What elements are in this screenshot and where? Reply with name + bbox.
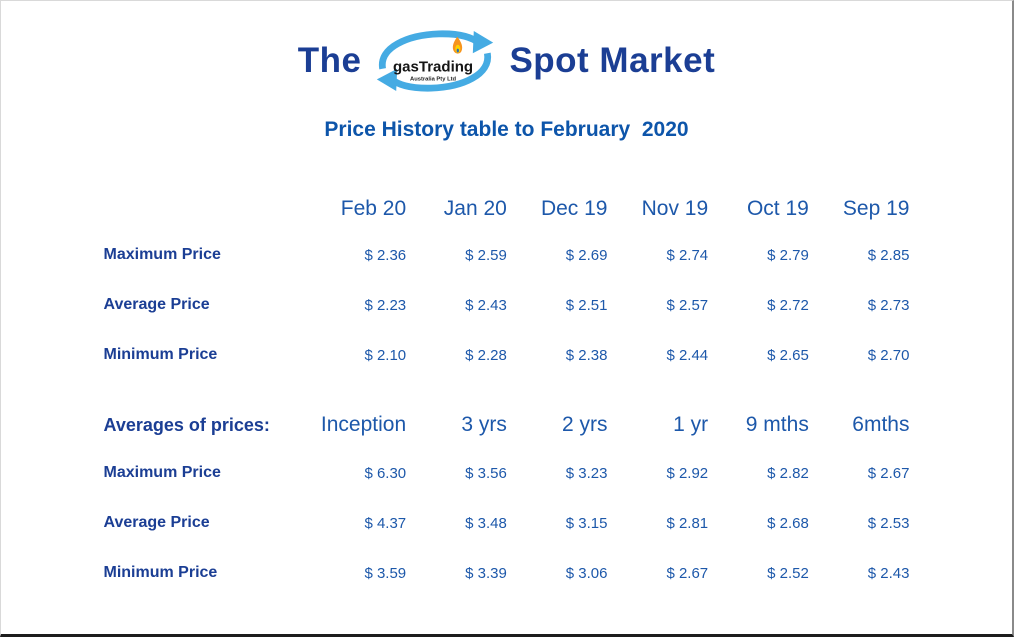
table-row-average-price: Average Price $ 2.23 $ 2.43 $ 2.51 $ 2.5…: [104, 280, 910, 330]
price-cell: $ 2.36: [364, 246, 407, 264]
monthly-price-table: Feb 20 Jan 20 Dec 19 Nov 19 Oct 19 Sep 1…: [104, 188, 910, 380]
price-cell: $ 2.51: [565, 296, 608, 314]
price-cell: $ 3.56: [465, 464, 507, 482]
price-cell: $ 2.69: [565, 246, 608, 264]
price-cell: $ 2.81: [666, 514, 709, 532]
row-label-average-price: Average Price: [103, 514, 210, 531]
row-label-minimum-price: Minimum Price: [103, 564, 218, 581]
price-cell: $ 2.10: [364, 346, 407, 364]
price-cell: $ 2.23: [364, 296, 407, 314]
monthly-header-row: Feb 20 Jan 20 Dec 19 Nov 19 Oct 19 Sep 1…: [104, 188, 910, 230]
price-cell: $ 2.73: [867, 296, 910, 314]
price-cell: $ 2.70: [867, 346, 910, 364]
price-cell: $ 4.37: [364, 514, 407, 532]
logo-text: gasTrading: [393, 59, 473, 76]
price-cell: $ 2.59: [465, 246, 507, 264]
column-header-6mths: 6mths: [852, 413, 910, 436]
column-header-nov19: Nov 19: [641, 197, 709, 220]
price-cell: $ 2.92: [666, 464, 709, 482]
price-cell: $ 2.67: [867, 464, 910, 482]
gastrading-logo: gasTrading Australia Pty Ltd: [377, 30, 494, 92]
price-cell: $ 2.68: [767, 514, 809, 532]
price-cell: $ 3.59: [364, 564, 407, 582]
column-header-sep19: Sep 19: [842, 197, 910, 220]
price-cell: $ 2.82: [767, 464, 809, 482]
column-header-9mths: 9 mths: [745, 413, 809, 436]
price-cell: $ 2.65: [767, 346, 809, 364]
table-row-maximum-price: Maximum Price $ 2.36 $ 2.59 $ 2.69 $ 2.7…: [104, 230, 910, 280]
brand-title-prefix: The: [297, 41, 362, 80]
price-cell: $ 2.52: [767, 564, 809, 582]
price-cell: $ 6.30: [364, 464, 407, 482]
row-label-maximum-price: Maximum Price: [103, 246, 221, 263]
price-tables: Feb 20 Jan 20 Dec 19 Nov 19 Oct 19 Sep 1…: [104, 188, 910, 598]
flame-icon: [453, 36, 463, 54]
price-cell: $ 2.57: [666, 296, 709, 314]
table-row-minimum-price: Minimum Price $ 3.59 $ 3.39 $ 3.06 $ 2.6…: [104, 548, 910, 598]
price-cell: $ 2.79: [767, 246, 809, 264]
logo-swirl-icon: [377, 30, 494, 92]
price-cell: $ 2.72: [767, 296, 809, 314]
table-row-minimum-price: Minimum Price $ 2.10 $ 2.28 $ 2.38 $ 2.4…: [104, 330, 910, 380]
brand-title-suffix: Spot Market: [509, 41, 716, 80]
column-header-feb20: Feb 20: [340, 197, 407, 220]
column-header-jan20: Jan 20: [443, 197, 507, 220]
logo-subtext: Australia Pty Ltd: [410, 76, 457, 82]
column-header-inception: Inception: [320, 413, 407, 436]
table-row-maximum-price: Maximum Price $ 6.30 $ 3.56 $ 3.23 $ 2.9…: [104, 448, 910, 498]
price-cell: $ 2.67: [666, 564, 709, 582]
column-header-oct19: Oct 19: [746, 197, 809, 220]
price-cell: $ 3.39: [465, 564, 507, 582]
brand-header: The gasTrading Australia Pty Ltd Spot Ma…: [1, 1, 1012, 94]
column-header-1yr: 1 yr: [673, 413, 709, 436]
averages-of-prices-label: Averages of prices:: [103, 414, 270, 435]
table-row-average-price: Average Price $ 4.37 $ 3.48 $ 3.15 $ 2.8…: [104, 498, 910, 548]
row-label-average-price: Average Price: [103, 296, 210, 313]
price-cell: $ 2.74: [666, 246, 709, 264]
price-cell: $ 2.43: [867, 564, 910, 582]
price-cell: $ 2.44: [666, 346, 709, 364]
price-cell: $ 3.06: [565, 564, 608, 582]
row-label-minimum-price: Minimum Price: [103, 346, 218, 363]
price-cell: $ 3.48: [465, 514, 507, 532]
column-header-dec19: Dec 19: [540, 197, 608, 220]
price-cell: $ 2.85: [867, 246, 910, 264]
price-cell: $ 2.28: [465, 346, 507, 364]
price-cell: $ 2.38: [565, 346, 608, 364]
averages-price-table: Averages of prices: Inception 3 yrs 2 yr…: [104, 402, 910, 598]
price-cell: $ 2.43: [465, 296, 507, 314]
column-header-2yrs: 2 yrs: [561, 413, 608, 436]
column-header-3yrs: 3 yrs: [461, 413, 507, 436]
price-cell: $ 2.53: [867, 514, 910, 532]
price-cell: $ 3.15: [565, 514, 608, 532]
price-cell: $ 3.23: [565, 464, 608, 482]
row-label-maximum-price: Maximum Price: [103, 464, 221, 481]
averages-header-row: Averages of prices: Inception 3 yrs 2 yr…: [104, 402, 910, 448]
page-subtitle: Price History table to February 2020: [324, 118, 689, 141]
